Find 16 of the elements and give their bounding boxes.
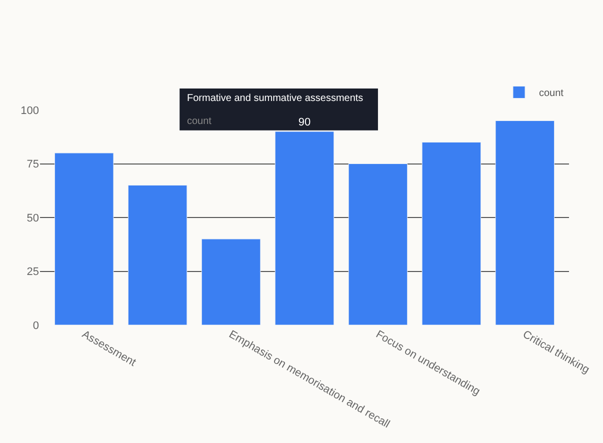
text: Formative and summative assessments: [187, 93, 364, 104]
y-tick-label: 75: [26, 158, 39, 171]
bar: [274, 131, 334, 325]
bar: [128, 185, 188, 325]
bar: [422, 142, 482, 325]
bar: [201, 238, 261, 325]
y-tick-label: 100: [20, 104, 39, 117]
legend-label: count: [539, 88, 564, 100]
data-label: 90: [298, 116, 311, 128]
bar: [54, 152, 114, 325]
bar: [348, 164, 408, 325]
text: count: [187, 116, 212, 127]
y-tick-label: 25: [26, 266, 39, 278]
y-tick-label: 50: [26, 212, 39, 224]
y-tick-label: 0: [32, 320, 39, 332]
bar: [495, 120, 555, 325]
